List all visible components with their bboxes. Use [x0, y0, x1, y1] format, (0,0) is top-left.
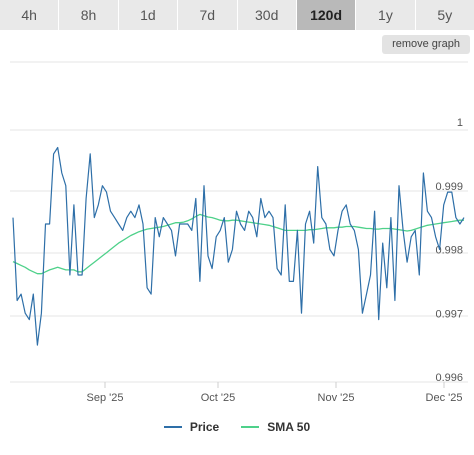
- legend-swatch-price: [163, 426, 182, 428]
- y-tick-label: 0.996: [435, 372, 463, 384]
- x-tick-label: Dec '25: [426, 392, 463, 404]
- timeframe-tabs: 4h 8h 1d 7d 30d 120d 1y 5y: [0, 0, 474, 30]
- sma-series-line: [12, 213, 464, 275]
- tab-120d[interactable]: 120d: [296, 0, 357, 30]
- x-tick-label: Sep '25: [87, 392, 124, 404]
- tab-8h[interactable]: 8h: [59, 0, 119, 30]
- y-tick-label: 0.997: [435, 308, 463, 320]
- chart-legend: Price SMA 50: [0, 420, 474, 434]
- legend-item-sma[interactable]: SMA 50: [241, 420, 310, 434]
- price-series-line: [12, 146, 465, 346]
- x-tick-label: Oct '25: [201, 392, 236, 404]
- tab-5y[interactable]: 5y: [437, 7, 453, 23]
- x-tick-label: Nov '25: [318, 392, 355, 404]
- tab-1y[interactable]: 1y: [356, 0, 416, 30]
- legend-item-price[interactable]: Price: [163, 420, 220, 434]
- y-tick-label: 0.998: [435, 245, 463, 257]
- tab-1d[interactable]: 1d: [119, 0, 179, 30]
- remove-graph-button[interactable]: remove graph: [382, 35, 470, 54]
- y-tick-label: 1: [457, 117, 463, 129]
- legend-label-sma: SMA 50: [267, 420, 311, 434]
- tab-7d[interactable]: 7d: [178, 0, 238, 30]
- tab-4h[interactable]: 4h: [0, 0, 60, 30]
- tab-30d[interactable]: 30d: [238, 0, 297, 30]
- legend-swatch-sma: [241, 426, 260, 428]
- y-tick-label: 0.999: [435, 181, 463, 193]
- legend-label-price: Price: [189, 420, 220, 434]
